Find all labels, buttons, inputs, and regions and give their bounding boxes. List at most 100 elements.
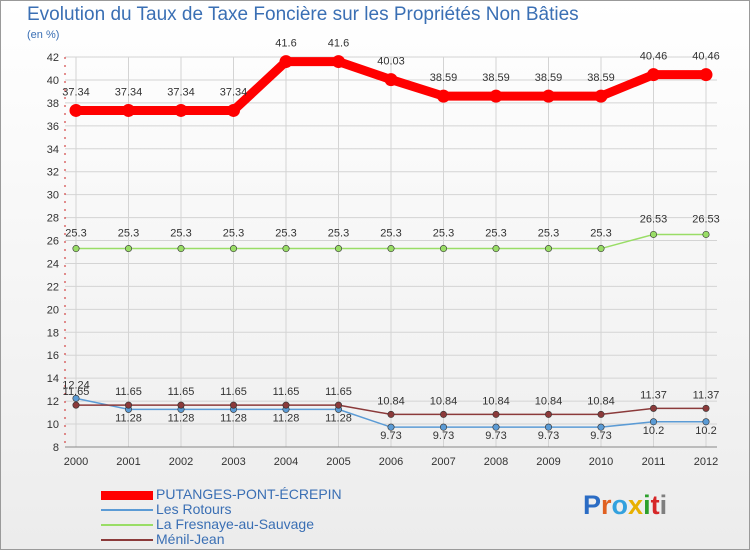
data-label: 25.3 bbox=[538, 228, 559, 240]
data-point bbox=[230, 401, 238, 409]
data-label: 37.34 bbox=[220, 86, 248, 98]
y-tick-label: 8 bbox=[53, 442, 59, 454]
data-label: 10.84 bbox=[587, 395, 615, 407]
data-point bbox=[387, 245, 395, 253]
legend-swatch bbox=[101, 509, 153, 511]
x-tick-label: 2002 bbox=[169, 456, 193, 468]
y-tick-label: 36 bbox=[47, 121, 59, 133]
data-label: 10.2 bbox=[695, 425, 716, 437]
legend-swatch bbox=[101, 539, 153, 541]
y-axis-unit: (en %) bbox=[27, 29, 60, 41]
data-point bbox=[439, 423, 447, 431]
x-tick-label: 2005 bbox=[326, 456, 350, 468]
data-label: 37.34 bbox=[115, 86, 143, 98]
data-label: 25.3 bbox=[275, 228, 296, 240]
legend-label: Ménil-Jean bbox=[156, 531, 225, 547]
data-point bbox=[649, 230, 657, 238]
data-label: 9.73 bbox=[538, 430, 559, 442]
y-tick-label: 20 bbox=[47, 304, 59, 316]
chart-title: Evolution du Taux de Taxe Foncière sur l… bbox=[27, 4, 579, 25]
data-label: 11.28 bbox=[220, 412, 247, 424]
data-label: 41.6 bbox=[328, 38, 349, 50]
data-point bbox=[177, 401, 185, 409]
data-label: 40.03 bbox=[377, 56, 405, 68]
y-tick-label: 18 bbox=[47, 327, 59, 339]
data-label: 11.65 bbox=[273, 386, 300, 398]
data-label: 38.59 bbox=[587, 72, 615, 84]
data-label: 11.28 bbox=[273, 412, 300, 424]
data-point bbox=[699, 68, 713, 82]
y-tick-label: 12 bbox=[47, 396, 59, 408]
data-point bbox=[384, 73, 398, 87]
logo-letter: t bbox=[650, 490, 660, 520]
data-label: 11.65 bbox=[168, 386, 195, 398]
data-point bbox=[387, 423, 395, 431]
data-point bbox=[227, 103, 240, 117]
data-label: 11.65 bbox=[220, 386, 247, 398]
data-point bbox=[332, 55, 345, 69]
logo-letter: o bbox=[611, 490, 629, 520]
data-label: 11.28 bbox=[168, 412, 195, 424]
legend-label: PUTANGES-PONT-ÉCREPIN bbox=[156, 486, 342, 502]
data-label: 11.65 bbox=[63, 386, 90, 398]
x-tick-label: 2009 bbox=[536, 456, 560, 468]
x-tick-label: 2006 bbox=[379, 456, 403, 468]
data-point bbox=[177, 245, 185, 253]
x-tick-label: 2008 bbox=[484, 456, 508, 468]
data-point bbox=[649, 404, 657, 412]
data-label: 37.34 bbox=[167, 86, 195, 98]
logo-letter: P bbox=[583, 490, 602, 520]
data-label: 38.59 bbox=[482, 72, 510, 84]
x-tick-label: 2007 bbox=[431, 456, 455, 468]
data-point bbox=[439, 410, 447, 418]
data-point bbox=[647, 68, 660, 82]
data-label: 11.37 bbox=[640, 389, 667, 401]
data-point bbox=[597, 423, 605, 431]
data-point bbox=[122, 103, 135, 117]
data-label: 25.3 bbox=[223, 228, 244, 240]
data-point bbox=[492, 410, 500, 418]
x-tick-label: 2004 bbox=[274, 456, 298, 468]
data-label: 11.65 bbox=[115, 386, 142, 398]
data-label: 11.37 bbox=[693, 389, 720, 401]
data-point bbox=[69, 103, 83, 117]
data-point bbox=[174, 103, 188, 117]
data-label: 10.84 bbox=[377, 395, 405, 407]
data-point bbox=[597, 245, 605, 253]
x-tick-label: 2000 bbox=[64, 456, 88, 468]
x-tick-label: 2011 bbox=[642, 456, 666, 468]
data-label: 25.3 bbox=[590, 228, 611, 240]
y-tick-label: 14 bbox=[47, 373, 59, 385]
data-label: 25.3 bbox=[65, 228, 86, 240]
data-point bbox=[544, 423, 552, 431]
y-tick-label: 42 bbox=[47, 52, 59, 64]
data-point bbox=[125, 245, 133, 253]
data-point bbox=[702, 418, 710, 426]
y-tick-label: 38 bbox=[47, 98, 59, 110]
data-point bbox=[72, 401, 80, 409]
data-label: 9.73 bbox=[590, 430, 611, 442]
data-label: 25.3 bbox=[118, 228, 139, 240]
data-point bbox=[649, 418, 657, 426]
y-tick-label: 34 bbox=[47, 144, 59, 156]
data-label: 12.24 bbox=[62, 379, 90, 391]
y-tick-label: 26 bbox=[47, 236, 59, 248]
data-point bbox=[492, 423, 500, 431]
data-point bbox=[492, 245, 500, 253]
data-label: 25.3 bbox=[170, 228, 191, 240]
data-label: 10.84 bbox=[535, 395, 563, 407]
legend-swatch bbox=[101, 490, 153, 500]
y-tick-label: 10 bbox=[47, 419, 59, 431]
data-point bbox=[544, 410, 552, 418]
data-label: 11.28 bbox=[325, 412, 352, 424]
y-tick-label: 28 bbox=[47, 213, 59, 225]
data-label: 9.73 bbox=[485, 430, 506, 442]
data-point bbox=[542, 89, 555, 103]
data-point bbox=[437, 89, 450, 103]
data-label: 11.65 bbox=[325, 386, 352, 398]
y-tick-label: 22 bbox=[47, 281, 59, 293]
y-tick-label: 16 bbox=[47, 350, 59, 362]
data-point bbox=[72, 394, 80, 402]
data-label: 9.73 bbox=[380, 430, 401, 442]
